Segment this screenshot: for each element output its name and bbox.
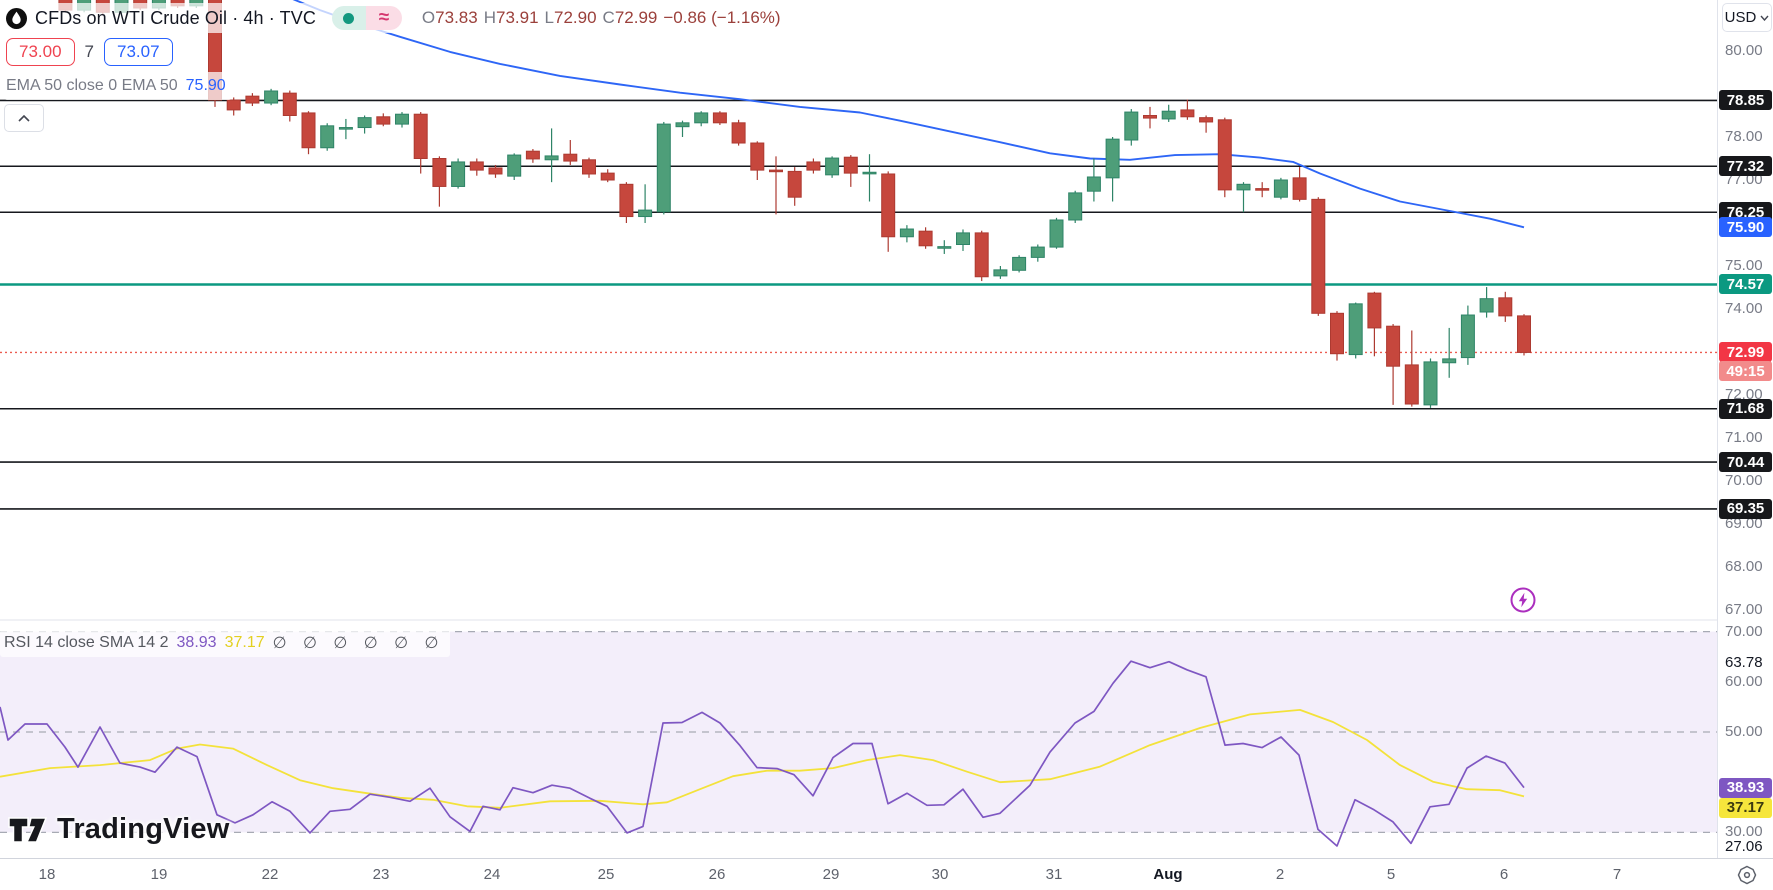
bid-ask-row: 73.00 7 73.07 <box>4 33 179 71</box>
ema50-line[interactable] <box>283 0 1525 229</box>
tradingview-logo[interactable]: TradingView <box>8 813 230 846</box>
price-axis[interactable]: 80.00 78.00 77.00 75.00 74.00 72.00 71.00 70.00… <box>1717 0 1773 858</box>
rsi-tick: 70.00 <box>1725 622 1763 640</box>
price-tick: 78.00 <box>1725 128 1763 145</box>
instant-order-button[interactable] <box>1509 586 1537 614</box>
price-label-72.99[interactable]: 72.99 <box>1719 342 1772 363</box>
rsi-sma-line[interactable] <box>0 709 1525 809</box>
bar-countdown: 49:15 <box>1719 361 1772 382</box>
open-value: 73.83 <box>435 8 478 27</box>
currency-selector[interactable]: USD <box>1722 3 1772 32</box>
close-value: 72.99 <box>614 8 658 27</box>
chart-canvas[interactable] <box>0 0 1717 858</box>
price-tick: 69.00 <box>1725 515 1763 532</box>
time-tick-31: 31 <box>1045 866 1063 883</box>
rsi-empty-params: ∅ ∅ ∅ ∅ ∅ ∅ <box>272 635 445 652</box>
time-tick-25: 25 <box>597 866 615 883</box>
price-tick: 68.00 <box>1725 558 1763 575</box>
symbol-logo-oil-icon <box>6 7 27 29</box>
price-label-77.32[interactable]: 77.32 <box>1719 156 1772 177</box>
time-tick-Aug: Aug <box>1153 866 1183 883</box>
chevron-up-icon <box>18 114 30 122</box>
rsi-axis-label-37.17: 37.17 <box>1719 797 1772 818</box>
symbol-legend-row: CFDs on WTI Crude Oil · 4h · TVC ≈ O73.8… <box>4 3 787 33</box>
sell-button[interactable]: 73.00 <box>6 38 75 66</box>
price-label-76.25[interactable]: 76.25 <box>1719 202 1772 223</box>
gear-icon <box>1737 865 1757 885</box>
time-tick-29: 29 <box>822 866 840 883</box>
spread-value: 7 <box>84 42 95 61</box>
price-label-75.90[interactable]: 75.90 <box>1719 217 1772 238</box>
collapse-legend-button[interactable] <box>4 104 44 132</box>
candlestick-series[interactable] <box>58 0 1531 408</box>
price-label-74.57[interactable]: 74.57 <box>1719 274 1772 295</box>
price-label-70.44[interactable]: 70.44 <box>1719 452 1772 473</box>
rsi-legend-label: RSI 14 close SMA 14 2 <box>4 634 169 651</box>
time-tick-7: 7 <box>1612 866 1622 883</box>
rsi-value: 38.93 <box>176 634 217 651</box>
ohlc-readout: O73.83 H73.91 L72.90 C72.99 −0.86 (−1.16… <box>421 8 781 27</box>
buy-button[interactable]: 73.07 <box>104 38 173 66</box>
price-tick: 71.00 <box>1725 429 1763 446</box>
time-tick-6: 6 <box>1499 866 1509 883</box>
price-tick: 80.00 <box>1725 42 1763 59</box>
tradingview-wordmark: TradingView <box>57 813 230 845</box>
price-tick: 75.00 <box>1725 257 1763 274</box>
time-tick-18: 18 <box>38 866 56 883</box>
price-tick: 70.00 <box>1725 472 1763 489</box>
time-axis[interactable]: 18 19 22 23 24 25 26 29 30 31 Aug 2 5 6 7 <box>0 858 1773 890</box>
rsi-tick: 27.06 <box>1725 838 1763 856</box>
time-tick-22: 22 <box>261 866 279 883</box>
time-tick-2: 2 <box>1275 866 1285 883</box>
price-label-71.68[interactable]: 71.68 <box>1719 398 1772 419</box>
axis-settings-button[interactable] <box>1735 865 1759 885</box>
price-tick: 74.00 <box>1725 300 1763 317</box>
low-value: 72.90 <box>554 8 597 27</box>
ema-legend-row[interactable]: EMA 50 close 0 EMA 50 75.90 <box>4 72 232 100</box>
rsi-tick: 60.00 <box>1725 672 1763 690</box>
ema-value: 75.90 <box>185 77 226 94</box>
lightning-bolt-icon <box>1510 587 1536 613</box>
rsi-axis-label-38.93: 38.93 <box>1719 777 1772 798</box>
time-tick-24: 24 <box>483 866 501 883</box>
extended-hours-icon: ≈ <box>365 6 402 30</box>
ema-legend-label: EMA 50 close 0 EMA 50 <box>6 77 178 94</box>
price-tick: 67.00 <box>1725 601 1763 618</box>
change-value: −0.86 (−1.16%) <box>663 8 781 27</box>
rsi-tick: 63.78 <box>1725 653 1763 671</box>
market-status[interactable]: ≈ <box>331 6 402 30</box>
currency-label: USD <box>1724 9 1757 26</box>
rsi-legend-row[interactable]: RSI 14 close SMA 14 2 38.93 37.17 ∅ ∅ ∅ … <box>0 629 451 657</box>
time-tick-23: 23 <box>372 866 390 883</box>
time-tick-5: 5 <box>1386 866 1396 883</box>
rsi-tick: 50.00 <box>1725 723 1763 740</box>
price-label-78.85[interactable]: 78.85 <box>1719 90 1772 111</box>
tradingview-glyph-icon <box>8 816 48 843</box>
high-value: 73.91 <box>495 8 539 27</box>
symbol-title[interactable]: CFDs on WTI Crude Oil · 4h · TVC <box>35 7 316 28</box>
time-tick-19: 19 <box>150 866 168 883</box>
time-tick-30: 30 <box>931 866 949 883</box>
market-open-dot-icon <box>331 6 366 30</box>
time-tick-26: 26 <box>708 866 726 883</box>
chevron-down-icon <box>1760 15 1769 21</box>
rsi-sma-value: 37.17 <box>224 634 265 651</box>
price-label-69.35[interactable]: 69.35 <box>1719 498 1772 519</box>
rsi-line[interactable] <box>0 660 1525 847</box>
rsi-tick: 30.00 <box>1725 823 1763 841</box>
